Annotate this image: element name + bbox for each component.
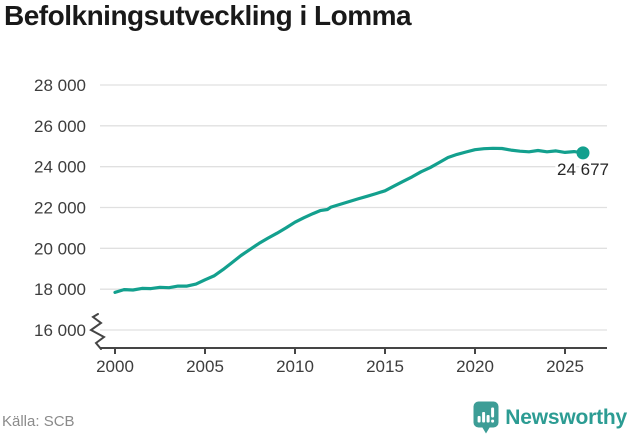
svg-text:2015: 2015 bbox=[366, 357, 404, 376]
svg-text:26 000: 26 000 bbox=[34, 117, 86, 136]
svg-text:18 000: 18 000 bbox=[34, 280, 86, 299]
svg-text:2025: 2025 bbox=[546, 357, 584, 376]
svg-text:28 000: 28 000 bbox=[34, 76, 86, 95]
svg-text:2010: 2010 bbox=[276, 357, 314, 376]
svg-text:20 000: 20 000 bbox=[34, 239, 86, 258]
axis-break-squiggle-icon bbox=[89, 313, 106, 350]
newsworthy-wordmark: Newsworthy bbox=[505, 406, 627, 429]
svg-text:2000: 2000 bbox=[96, 357, 134, 376]
population-line-series bbox=[113, 146, 585, 294]
bar-chart-exclamation-pin-icon bbox=[473, 401, 499, 434]
svg-text:16 000: 16 000 bbox=[34, 321, 86, 340]
last-value-label: 24 677 bbox=[555, 157, 612, 181]
newsworthy-logo: Newsworthy bbox=[473, 401, 627, 435]
svg-text:24 000: 24 000 bbox=[34, 158, 86, 177]
y-axis-tick-labels: 16 000 18 000 20 000 22 000 24 000 26 000 28 0… bbox=[34, 76, 86, 340]
svg-text:2020: 2020 bbox=[456, 357, 494, 376]
svg-text:22 000: 22 000 bbox=[34, 199, 86, 218]
source-note: Källa: SCB bbox=[2, 413, 75, 430]
svg-text:2005: 2005 bbox=[186, 357, 224, 376]
svg-text:24 677: 24 677 bbox=[557, 160, 609, 179]
gridlines bbox=[100, 84, 607, 331]
chart-title: Befolkningsutveckling i Lomma bbox=[4, 0, 412, 31]
last-value-dot bbox=[576, 146, 590, 160]
x-axis: 2000 2005 2010 2015 2020 2025 bbox=[96, 347, 607, 376]
